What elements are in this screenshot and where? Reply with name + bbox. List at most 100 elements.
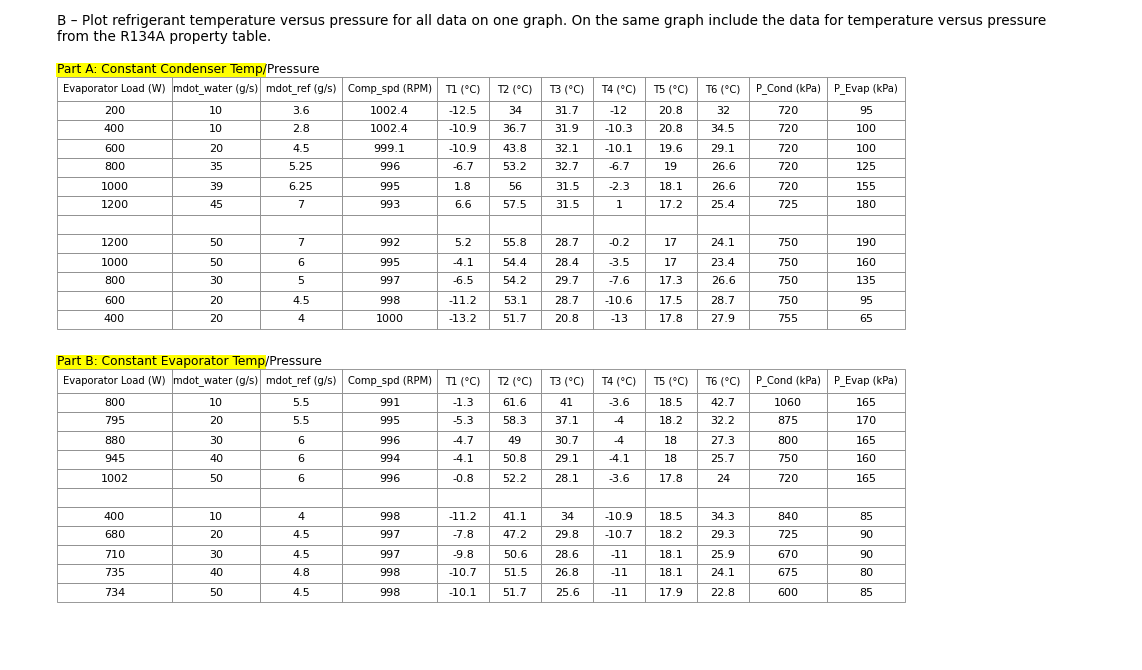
Text: 750: 750 <box>778 454 798 464</box>
Bar <box>645 310 697 329</box>
Text: 32.2: 32.2 <box>710 417 735 427</box>
Text: P_Cond (kPa): P_Cond (kPa) <box>756 376 820 387</box>
Bar <box>697 488 749 507</box>
Bar <box>172 431 260 450</box>
Text: 23.4: 23.4 <box>710 257 735 267</box>
Text: 17: 17 <box>664 257 678 267</box>
Bar <box>697 158 749 177</box>
Bar <box>260 234 341 253</box>
Text: -3.5: -3.5 <box>609 257 629 267</box>
Bar <box>57 253 172 272</box>
Text: 32.7: 32.7 <box>555 163 579 172</box>
Text: 25.7: 25.7 <box>710 454 735 464</box>
Bar <box>437 369 489 393</box>
Text: 998: 998 <box>379 588 400 598</box>
Text: T6 (°C): T6 (°C) <box>706 376 741 386</box>
Bar <box>827 158 904 177</box>
Text: 27.9: 27.9 <box>710 314 735 324</box>
Text: 6: 6 <box>298 436 305 446</box>
Bar <box>593 272 645 291</box>
Bar <box>541 545 593 564</box>
Bar <box>697 310 749 329</box>
Text: -3.6: -3.6 <box>609 474 629 484</box>
Text: 795: 795 <box>104 417 126 427</box>
Text: 25.6: 25.6 <box>555 588 579 598</box>
Bar <box>260 564 341 583</box>
Text: Part B: Constant Evaporator Temp/Pressure: Part B: Constant Evaporator Temp/Pressur… <box>57 356 322 369</box>
Text: 1002: 1002 <box>100 474 129 484</box>
Text: 30: 30 <box>209 436 223 446</box>
Text: 155: 155 <box>855 182 877 192</box>
Bar <box>827 234 904 253</box>
Bar <box>749 177 827 196</box>
Bar <box>260 139 341 158</box>
Bar <box>341 120 437 139</box>
Bar <box>341 369 437 393</box>
Bar <box>827 369 904 393</box>
Text: 600: 600 <box>104 143 124 153</box>
Bar <box>341 488 437 507</box>
Bar <box>260 393 341 412</box>
Text: 993: 993 <box>379 200 400 210</box>
Text: 190: 190 <box>855 239 877 249</box>
Bar <box>489 469 541 488</box>
Text: Evaporator Load (W): Evaporator Load (W) <box>63 376 166 386</box>
Bar <box>341 253 437 272</box>
Bar <box>437 412 489 431</box>
Bar <box>489 369 541 393</box>
Text: 400: 400 <box>104 511 126 521</box>
Text: 755: 755 <box>778 314 798 324</box>
Bar <box>593 101 645 120</box>
Text: 6: 6 <box>298 454 305 464</box>
Text: -10.3: -10.3 <box>604 125 634 135</box>
Text: 725: 725 <box>778 200 798 210</box>
Text: 22.8: 22.8 <box>710 588 735 598</box>
Bar <box>749 310 827 329</box>
Text: mdot_ref (g/s): mdot_ref (g/s) <box>266 376 336 387</box>
Bar <box>541 215 593 234</box>
Bar <box>827 526 904 545</box>
Text: 17: 17 <box>664 239 678 249</box>
Bar <box>437 120 489 139</box>
Bar <box>593 158 645 177</box>
Bar <box>645 215 697 234</box>
Bar <box>172 158 260 177</box>
Bar <box>437 234 489 253</box>
Bar <box>489 196 541 215</box>
Text: 600: 600 <box>778 588 798 598</box>
Bar <box>172 564 260 583</box>
Bar <box>749 507 827 526</box>
Bar <box>749 431 827 450</box>
Bar <box>437 139 489 158</box>
Text: 50: 50 <box>209 588 223 598</box>
Bar <box>593 488 645 507</box>
Bar <box>593 120 645 139</box>
Text: 31.5: 31.5 <box>555 182 579 192</box>
Text: 26.6: 26.6 <box>710 163 735 172</box>
Text: -2.3: -2.3 <box>609 182 630 192</box>
Text: 180: 180 <box>855 200 877 210</box>
Bar <box>437 215 489 234</box>
Text: Part A: Constant Condenser Temp/Pressure: Part A: Constant Condenser Temp/Pressure <box>57 64 320 76</box>
Bar <box>697 234 749 253</box>
Bar <box>341 526 437 545</box>
Bar <box>541 507 593 526</box>
Text: -6.5: -6.5 <box>452 277 474 287</box>
Bar <box>749 120 827 139</box>
Bar <box>341 469 437 488</box>
Text: -4: -4 <box>613 417 625 427</box>
Text: 29.3: 29.3 <box>710 531 735 541</box>
Bar <box>827 77 904 101</box>
Text: 36.7: 36.7 <box>502 125 528 135</box>
Text: 997: 997 <box>379 549 400 559</box>
Text: 34.3: 34.3 <box>710 511 735 521</box>
Text: 18: 18 <box>664 436 678 446</box>
Text: 50: 50 <box>209 257 223 267</box>
Text: Evaporator Load (W): Evaporator Load (W) <box>63 84 166 94</box>
Text: T2 (°C): T2 (°C) <box>498 376 532 386</box>
Text: 5.2: 5.2 <box>455 239 472 249</box>
Text: 26.6: 26.6 <box>710 277 735 287</box>
Bar <box>172 450 260 469</box>
Text: 20.8: 20.8 <box>659 105 683 115</box>
Bar <box>749 393 827 412</box>
